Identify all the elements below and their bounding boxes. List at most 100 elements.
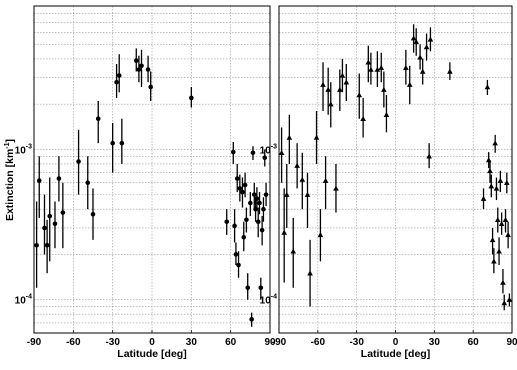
data-point <box>294 162 300 168</box>
x-tick-label: 60 <box>225 337 237 348</box>
data-point <box>34 243 39 248</box>
data-point <box>148 84 153 90</box>
data-point <box>504 179 510 185</box>
data-point <box>286 134 293 140</box>
data-point <box>133 58 139 63</box>
x-axis-label: Latitude [deg] <box>117 348 186 360</box>
data-point <box>480 195 487 201</box>
data-point <box>76 159 81 164</box>
data-point <box>234 176 240 181</box>
data-point <box>241 235 247 240</box>
data-point <box>255 219 261 225</box>
data-point <box>259 227 265 233</box>
x-tick-label: 90 <box>506 337 517 348</box>
data-point <box>423 44 430 50</box>
data-point <box>95 116 101 122</box>
data-point <box>427 36 434 42</box>
data-point <box>233 252 239 257</box>
right-data-points <box>278 24 513 311</box>
data-point <box>374 66 381 72</box>
data-point <box>317 232 324 238</box>
data-point <box>281 229 287 235</box>
data-point <box>325 86 331 92</box>
x-tick-label: 0 <box>149 337 155 348</box>
data-point <box>116 73 122 78</box>
data-point <box>410 35 417 41</box>
data-point <box>497 177 504 183</box>
data-point <box>494 216 501 223</box>
x-tick-label: 30 <box>186 337 198 348</box>
x-tick-label: -90 <box>27 337 42 348</box>
data-point <box>60 210 66 215</box>
data-point <box>322 177 329 183</box>
data-point <box>278 149 285 155</box>
data-point <box>258 285 264 291</box>
x-tick-label: -30 <box>349 337 364 348</box>
data-point <box>251 192 257 197</box>
data-point <box>52 221 58 227</box>
data-point <box>307 270 313 276</box>
data-point <box>493 185 500 191</box>
data-point <box>56 176 62 181</box>
data-point <box>85 180 91 186</box>
data-point <box>489 237 496 243</box>
data-point <box>283 191 290 197</box>
data-point <box>339 72 346 78</box>
left-panel: -90 -60 -30 0 30 60 90 10-3 10-4 Latitude [deg] <box>15 5 276 360</box>
data-point <box>290 248 297 254</box>
data-point <box>236 262 241 268</box>
data-point <box>378 64 385 70</box>
data-point <box>36 178 42 183</box>
data-point <box>365 59 372 65</box>
data-point <box>119 140 125 146</box>
data-point <box>320 81 326 87</box>
data-point <box>242 182 248 188</box>
data-point <box>189 95 194 101</box>
data-point <box>250 150 256 156</box>
data-point <box>145 67 151 72</box>
y-tick-label: 10-4 <box>15 294 32 307</box>
data-point <box>500 279 506 285</box>
data-point <box>240 189 245 195</box>
data-point <box>136 67 142 72</box>
data-point <box>313 134 320 140</box>
data-point <box>343 79 350 85</box>
data-point <box>413 39 420 45</box>
x-tick-label: -60 <box>66 337 81 348</box>
data-point <box>299 176 306 182</box>
data-point <box>419 68 426 74</box>
data-point <box>406 81 413 87</box>
data-point <box>224 219 230 225</box>
data-point <box>249 317 254 322</box>
y-tick-label: 10-4 <box>260 294 277 307</box>
data-point <box>496 248 502 254</box>
data-point <box>304 191 311 197</box>
data-point <box>447 68 453 74</box>
data-point <box>356 92 363 98</box>
data-point <box>426 153 432 159</box>
data-point <box>498 220 505 226</box>
y-tick-label: 10-3 <box>15 143 32 156</box>
data-point <box>90 211 96 217</box>
data-point <box>484 84 491 90</box>
data-point <box>261 206 266 212</box>
data-point <box>491 258 497 264</box>
x-tick-label: 0 <box>393 337 399 348</box>
x-axis-label: Latitude [deg] <box>361 348 430 360</box>
data-point <box>114 79 119 85</box>
data-point <box>337 86 343 92</box>
data-point <box>383 111 390 118</box>
data-point <box>403 64 409 70</box>
data-point <box>368 66 374 72</box>
data-point <box>139 63 144 69</box>
data-point <box>44 243 50 248</box>
data-point <box>506 296 513 302</box>
data-point <box>417 54 423 60</box>
right-panel: -90 -60 -30 0 30 60 90 10-3 10-4 Latitude [deg] <box>260 5 517 360</box>
data-point <box>237 186 243 191</box>
data-point <box>487 168 493 174</box>
data-point <box>492 140 498 146</box>
x-tick-label: 30 <box>429 337 441 348</box>
data-point <box>360 115 366 121</box>
